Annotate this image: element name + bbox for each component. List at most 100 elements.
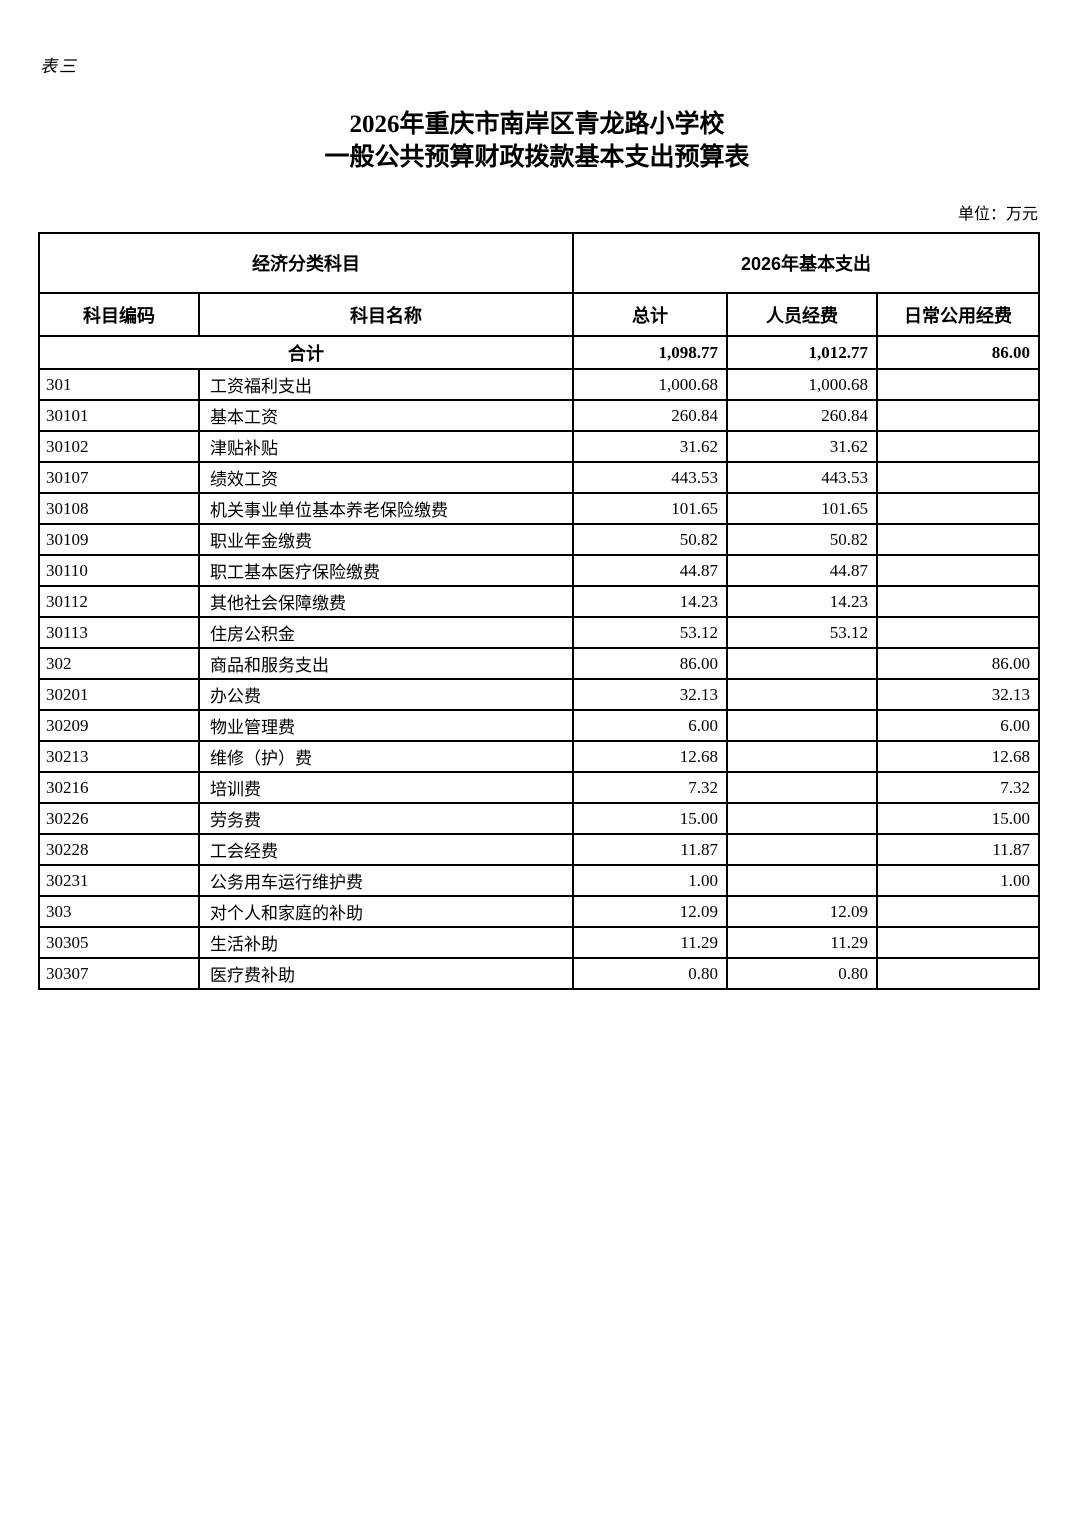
subject-code: 30102 [38,430,200,463]
personnel-value [726,678,878,711]
total-value: 7.32 [572,771,728,804]
subject-name: 工资福利支出 [198,368,574,401]
header-basic-expenditure-2026: 2026年基本支出 [572,232,1040,294]
table-row: 30305 生活补助 11.29 11.29 [38,926,1040,959]
table-number-label: 表三 [40,57,78,76]
subject-name: 津贴补贴 [198,430,574,463]
subject-code: 30107 [38,461,200,494]
subject-name: 职业年金缴费 [198,523,574,556]
header-economic-classification: 经济分类科目 [38,232,574,294]
daily-public-value [876,554,1040,587]
total-value: 11.29 [572,926,728,959]
total-row-personnel-value: 1,012.77 [726,335,878,370]
subject-code: 30305 [38,926,200,959]
personnel-value [726,833,878,866]
page-title: 2026年重庆市南岸区青龙路小学校 一般公共预算财政拨款基本支出预算表 [0,108,1074,174]
subject-code: 30201 [38,678,200,711]
subject-name: 对个人和家庭的补助 [198,895,574,928]
total-value: 50.82 [572,523,728,556]
subject-code: 301 [38,368,200,401]
total-value: 15.00 [572,802,728,835]
total-value: 44.87 [572,554,728,587]
table-row: 301 工资福利支出 1,000.68 1,000.68 [38,368,1040,401]
personnel-value: 0.80 [726,957,878,990]
subject-code: 30112 [38,585,200,618]
table-row: 30213 维修（护）费 12.68 12.68 [38,740,1040,773]
subject-name: 机关事业单位基本养老保险缴费 [198,492,574,525]
daily-public-value [876,926,1040,959]
personnel-value: 260.84 [726,399,878,432]
subject-name: 工会经费 [198,833,574,866]
subject-name: 住房公积金 [198,616,574,649]
total-value: 12.09 [572,895,728,928]
header-columns-row: 科目编码 科目名称 总计 人员经费 日常公用经费 [38,292,1040,337]
daily-public-value [876,616,1040,649]
column-header-daily-public-funds: 日常公用经费 [876,292,1040,337]
subject-code: 30216 [38,771,200,804]
subject-code: 30231 [38,864,200,897]
total-value: 32.13 [572,678,728,711]
table-row: 30107 绩效工资 443.53 443.53 [38,461,1040,494]
subject-name: 其他社会保障缴费 [198,585,574,618]
daily-public-value [876,895,1040,928]
table-row: 30113 住房公积金 53.12 53.12 [38,616,1040,649]
budget-table: 经济分类科目 2026年基本支出 科目编码 科目名称 总计 人员经费 日常公用经… [38,232,1040,990]
personnel-value [726,771,878,804]
subject-code: 30228 [38,833,200,866]
daily-public-value [876,957,1040,990]
daily-public-value: 6.00 [876,709,1040,742]
total-value: 6.00 [572,709,728,742]
personnel-value: 11.29 [726,926,878,959]
daily-public-value: 1.00 [876,864,1040,897]
subject-code: 30101 [38,399,200,432]
subject-name: 医疗费补助 [198,957,574,990]
daily-public-value: 15.00 [876,802,1040,835]
personnel-value: 14.23 [726,585,878,618]
personnel-value [726,740,878,773]
daily-public-value: 86.00 [876,647,1040,680]
table-row: 302 商品和服务支出 86.00 86.00 [38,647,1040,680]
total-row-total-value: 1,098.77 [572,335,728,370]
column-header-personnel-funds: 人员经费 [726,292,878,337]
column-header-subject-name: 科目名称 [198,292,574,337]
title-line-1: 2026年重庆市南岸区青龙路小学校 [349,111,725,138]
daily-public-value: 11.87 [876,833,1040,866]
subject-name: 办公费 [198,678,574,711]
table-row: 30108 机关事业单位基本养老保险缴费 101.65 101.65 [38,492,1040,525]
total-value: 0.80 [572,957,728,990]
total-value: 101.65 [572,492,728,525]
table-row: 30231 公务用车运行维护费 1.00 1.00 [38,864,1040,897]
personnel-value [726,864,878,897]
personnel-value [726,709,878,742]
daily-public-value: 32.13 [876,678,1040,711]
unit-label: 单位：万元 [957,206,1038,223]
personnel-value: 50.82 [726,523,878,556]
subject-name: 物业管理费 [198,709,574,742]
column-header-subject-code: 科目编码 [38,292,200,337]
total-value: 11.87 [572,833,728,866]
personnel-value: 31.62 [726,430,878,463]
total-value: 260.84 [572,399,728,432]
table-row: 30216 培训费 7.32 7.32 [38,771,1040,804]
total-value: 1,000.68 [572,368,728,401]
personnel-value [726,802,878,835]
table-row: 30228 工会经费 11.87 11.87 [38,833,1040,866]
total-value: 12.68 [572,740,728,773]
subject-code: 30108 [38,492,200,525]
title-line-2: 一般公共预算财政拨款基本支出预算表 [324,144,750,171]
subject-name: 职工基本医疗保险缴费 [198,554,574,587]
subject-name: 商品和服务支出 [198,647,574,680]
subject-name: 基本工资 [198,399,574,432]
total-value: 14.23 [572,585,728,618]
daily-public-value [876,430,1040,463]
table-row: 30209 物业管理费 6.00 6.00 [38,709,1040,742]
total-value: 53.12 [572,616,728,649]
table-row: 30307 医疗费补助 0.80 0.80 [38,957,1040,990]
personnel-value: 12.09 [726,895,878,928]
table-body: 合计 1,098.77 1,012.77 86.00 301 工资福利支出 1,… [38,335,1040,990]
subject-code: 30307 [38,957,200,990]
personnel-value: 101.65 [726,492,878,525]
daily-public-value: 12.68 [876,740,1040,773]
subject-code: 30209 [38,709,200,742]
subject-name: 公务用车运行维护费 [198,864,574,897]
